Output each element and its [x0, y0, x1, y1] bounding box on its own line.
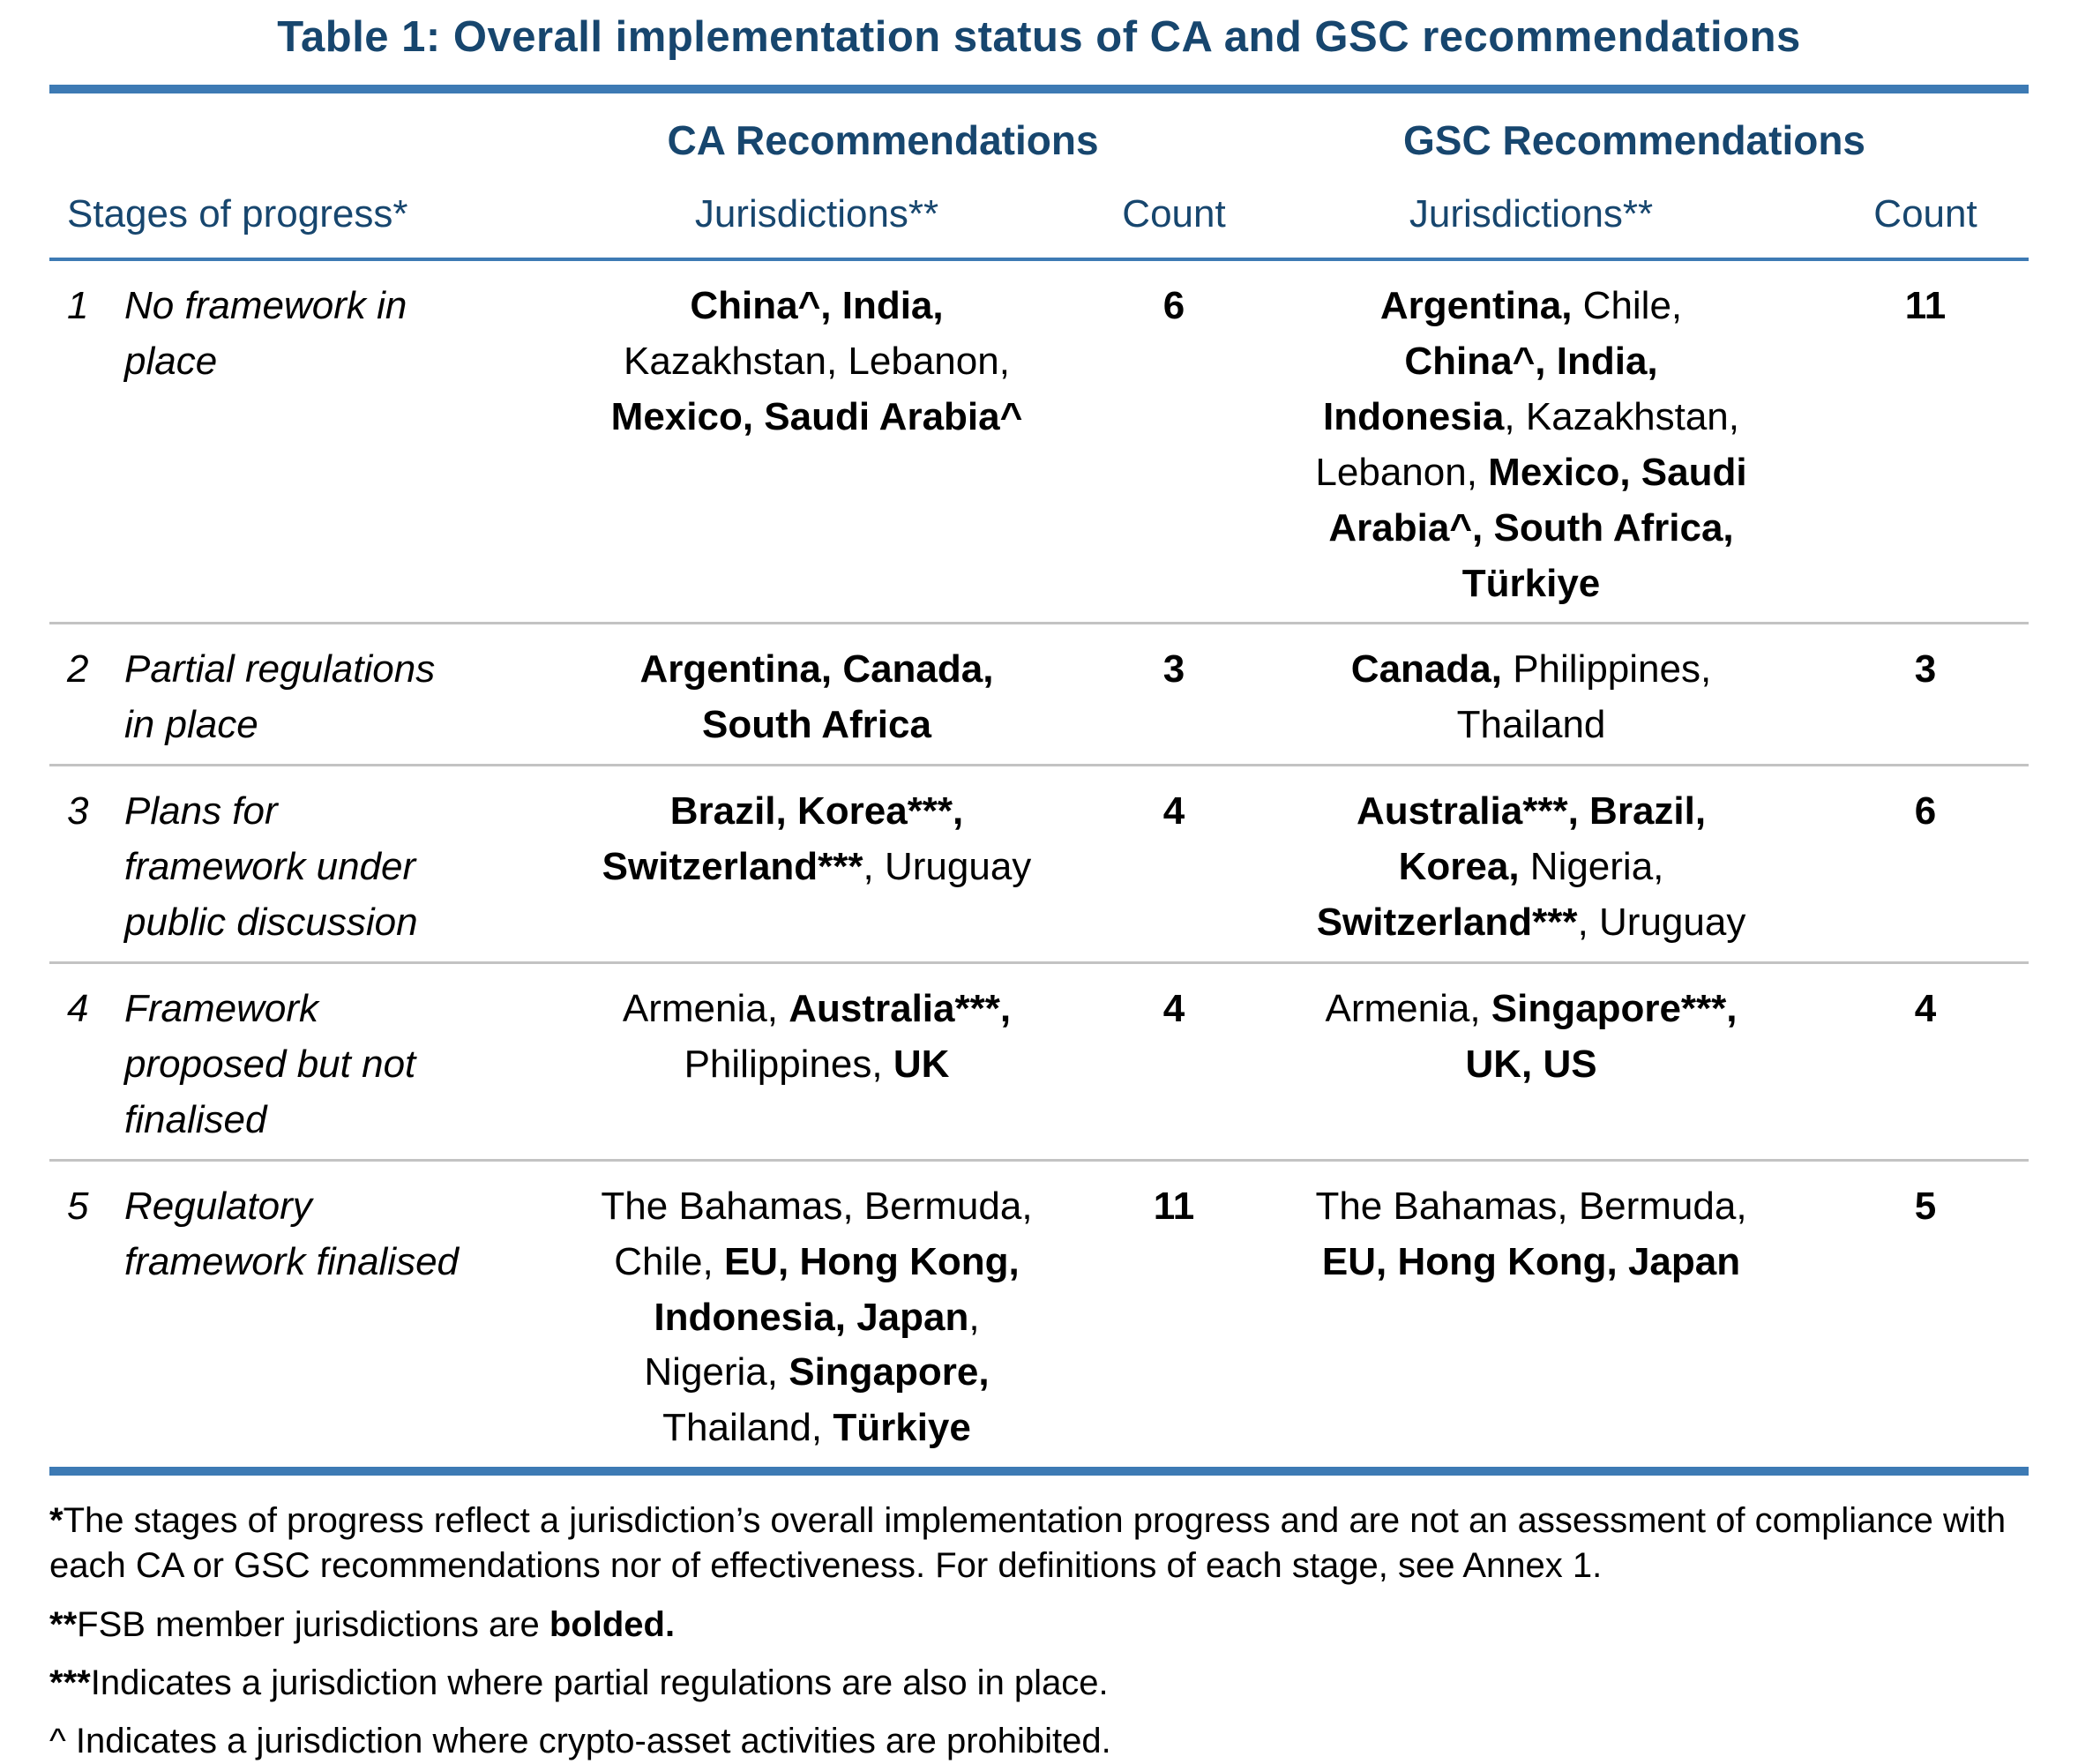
footnote-stages: *The stages of progress reflect a jurisd…: [49, 1501, 2007, 1586]
stage-description: Plans for framework under public discussio…: [124, 789, 418, 945]
ca-count-cell: 11: [1153, 1184, 1195, 1228]
table-row-stage-2: 2 Partial regulations in place Argentina,…: [49, 623, 2029, 766]
group-header-spacer: [49, 89, 526, 173]
footnotes-block: *The stages of progress reflect a jurisd…: [49, 1499, 2029, 1764]
ca-jurisdictions-cell: China^, India, Kazakhstan, Lebanon, Mexico…: [610, 284, 1023, 438]
document-page: Table 1: Overall implementation status o…: [49, 13, 2029, 1764]
table-row-stage-3: 3 Plans for framework under public discuss…: [49, 765, 2029, 963]
footnote-partial-regulations: ***Indicates a jurisdiction where partia…: [49, 1663, 1109, 1702]
gsc-jurisdictions-cell: Argentina, Chile, China^, India, Indonesia…: [1315, 284, 1747, 605]
ca-count-cell: 3: [1162, 647, 1185, 691]
group-header-ca: CA Recommendations: [667, 117, 1099, 163]
stage-description: No framework in place: [124, 284, 407, 383]
stage-number: 2: [67, 647, 89, 691]
stage-number: 3: [67, 789, 89, 833]
table-row-stage-5: 5 Regulatory framework finalised The Baha…: [49, 1160, 2029, 1471]
stage-description: Framework proposed but not finalised: [124, 986, 416, 1141]
column-header-row: Stages of progress* Jurisdictions** Coun…: [49, 173, 2029, 259]
ca-count-cell: 6: [1162, 284, 1185, 327]
gsc-jurisdictions-cell: Canada, Philippines, Thailand: [1350, 647, 1712, 747]
column-header-ca-jurisdictions: Jurisdictions**: [694, 192, 939, 235]
group-header-gsc: GSC Recommendations: [1403, 117, 1866, 163]
stage-description: Regulatory framework finalised: [124, 1184, 460, 1283]
ca-count-cell: 4: [1162, 789, 1185, 833]
ca-count-cell: 4: [1162, 986, 1185, 1030]
footnote-prohibited: ^ Indicates a jurisdiction where crypto-…: [49, 1721, 1111, 1760]
gsc-count-cell: 5: [1914, 1184, 1937, 1228]
gsc-jurisdictions-cell: Australia***, Brazil, Korea, Nigeria, Swit…: [1316, 789, 1746, 945]
gsc-count-cell: 11: [1904, 284, 1947, 327]
gsc-jurisdictions-cell: Armenia, Singapore***, UK, US: [1325, 986, 1738, 1086]
stage-number: 5: [67, 1184, 89, 1228]
table-title: Table 1: Overall implementation status o…: [277, 13, 1801, 61]
ca-jurisdictions-cell: The Bahamas, Bermuda, Chile, EU, Hong Kon…: [601, 1184, 1033, 1450]
table-row-stage-4: 4 Framework proposed but not finalised Arm…: [49, 962, 2029, 1160]
ca-jurisdictions-cell: Armenia, Australia***, Philippines, UK: [622, 986, 1012, 1086]
column-header-stages: Stages of progress*: [67, 192, 408, 235]
table-row-stage-1: 1 No framework in place China^, India, Kaz…: [49, 259, 2029, 624]
column-header-gsc-count: Count: [1873, 192, 1977, 235]
column-header-gsc-jurisdictions: Jurisdictions**: [1409, 192, 1654, 235]
gsc-count-cell: 4: [1914, 986, 1937, 1030]
gsc-jurisdictions-cell: The Bahamas, Bermuda, EU, Hong Kong, Japa…: [1315, 1184, 1747, 1283]
gsc-count-cell: 6: [1914, 789, 1937, 833]
group-header-row: CA Recommendations GSC Recommendations: [49, 89, 2029, 173]
stage-description: Partial regulations in place: [124, 647, 436, 747]
ca-jurisdictions-cell: Argentina, Canada, South Africa: [639, 647, 994, 747]
implementation-status-table: CA Recommendations GSC Recommendations S…: [49, 85, 2029, 1476]
footnote-fsb-members: **FSB member jurisdictions are bolded.: [49, 1604, 676, 1644]
stage-number: 1: [67, 284, 89, 327]
gsc-count-cell: 3: [1914, 647, 1937, 691]
ca-jurisdictions-cell: Brazil, Korea***, Switzerland***, Uruguay: [602, 789, 1032, 889]
stage-number: 4: [67, 986, 89, 1030]
column-header-ca-count: Count: [1122, 192, 1226, 235]
